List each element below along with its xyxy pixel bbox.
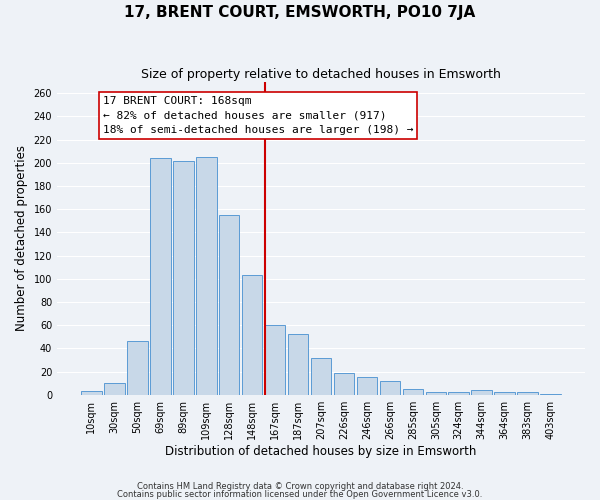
Bar [150, 158, 170, 394]
Bar [219, 215, 239, 394]
Bar [494, 392, 515, 394]
Bar [472, 390, 492, 394]
X-axis label: Distribution of detached houses by size in Emsworth: Distribution of detached houses by size … [166, 444, 477, 458]
Bar [448, 392, 469, 394]
Title: Size of property relative to detached houses in Emsworth: Size of property relative to detached ho… [141, 68, 501, 80]
Text: Contains HM Land Registry data © Crown copyright and database right 2024.: Contains HM Land Registry data © Crown c… [137, 482, 463, 491]
Bar [173, 160, 194, 394]
Bar [242, 276, 262, 394]
Text: 17, BRENT COURT, EMSWORTH, PO10 7JA: 17, BRENT COURT, EMSWORTH, PO10 7JA [124, 5, 476, 20]
Bar [517, 392, 538, 394]
Bar [311, 358, 331, 395]
Text: 17 BRENT COURT: 168sqm
← 82% of detached houses are smaller (917)
18% of semi-de: 17 BRENT COURT: 168sqm ← 82% of detached… [103, 96, 413, 135]
Bar [127, 342, 148, 394]
Bar [104, 383, 125, 394]
Bar [265, 325, 286, 394]
Bar [403, 389, 423, 394]
Bar [334, 372, 355, 394]
Bar [356, 378, 377, 394]
Bar [425, 392, 446, 394]
Text: Contains public sector information licensed under the Open Government Licence v3: Contains public sector information licen… [118, 490, 482, 499]
Bar [196, 157, 217, 394]
Y-axis label: Number of detached properties: Number of detached properties [15, 145, 28, 331]
Bar [81, 391, 102, 394]
Bar [380, 381, 400, 394]
Bar [288, 334, 308, 394]
